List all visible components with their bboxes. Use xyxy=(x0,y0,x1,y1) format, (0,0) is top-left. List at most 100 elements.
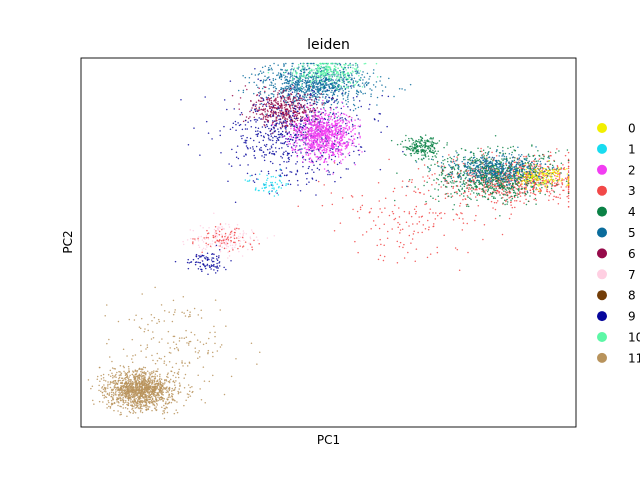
scatter-point xyxy=(283,120,285,122)
scatter-point xyxy=(264,79,267,82)
scatter-point xyxy=(320,136,322,138)
scatter-point xyxy=(311,88,313,91)
scatter-point xyxy=(469,193,472,195)
scatter-point xyxy=(252,180,255,182)
scatter-point xyxy=(267,71,270,74)
scatter-point xyxy=(318,148,321,150)
scatter-point xyxy=(304,95,306,97)
scatter-point xyxy=(310,131,313,133)
scatter-point xyxy=(486,157,488,160)
scatter-point xyxy=(332,87,334,89)
scatter-point xyxy=(539,160,542,163)
scatter-point xyxy=(293,144,295,147)
scatter-point xyxy=(261,72,263,75)
scatter-point xyxy=(531,167,533,170)
scatter-point xyxy=(281,68,284,71)
scatter-point xyxy=(317,120,319,123)
scatter-point xyxy=(536,162,539,165)
scatter-point xyxy=(567,165,570,168)
scatter-point xyxy=(299,190,302,192)
scatter-point xyxy=(355,92,358,95)
scatter-point xyxy=(300,72,302,75)
scatter-point xyxy=(516,177,518,179)
scatter-point xyxy=(265,132,267,135)
scatter-point xyxy=(311,133,313,135)
scatter-point xyxy=(320,71,323,73)
scatter-point xyxy=(321,120,324,122)
scatter-point xyxy=(266,113,268,115)
scatter-point xyxy=(322,127,325,130)
scatter-point xyxy=(254,67,256,70)
scatter-point xyxy=(296,152,298,154)
scatter-point xyxy=(310,69,313,72)
scatter-point xyxy=(298,81,301,84)
scatter-point xyxy=(456,158,459,160)
scatter-point xyxy=(351,117,353,119)
scatter-point xyxy=(309,76,311,78)
scatter-point xyxy=(328,156,331,159)
scatter-point xyxy=(325,84,328,86)
scatter-point xyxy=(456,152,458,154)
scatter-point xyxy=(560,172,562,174)
scatter-point xyxy=(334,62,336,65)
scatter-point xyxy=(322,142,324,145)
scatter-point xyxy=(393,199,396,202)
scatter-point xyxy=(514,156,516,159)
scatter-point xyxy=(347,93,350,95)
scatter-point xyxy=(285,128,287,130)
scatter-point xyxy=(342,134,345,136)
scatter-point xyxy=(388,77,390,80)
scatter-point xyxy=(456,163,458,166)
scatter-point xyxy=(255,145,258,148)
scatter-point xyxy=(298,90,301,92)
scatter-point xyxy=(379,168,382,171)
scatter-point xyxy=(238,108,240,110)
scatter-point xyxy=(299,79,302,82)
scatter-point xyxy=(466,184,468,187)
scatter-point xyxy=(512,191,515,194)
scatter-point xyxy=(308,93,311,96)
scatter-point xyxy=(336,87,338,89)
scatter-point xyxy=(363,86,366,88)
scatter-point xyxy=(320,76,323,79)
scatter-point xyxy=(294,137,297,140)
scatter-point xyxy=(284,108,287,111)
scatter-point xyxy=(327,117,330,119)
scatter-point xyxy=(355,145,357,148)
scatter-point xyxy=(318,129,321,132)
scatter-point xyxy=(494,197,496,199)
scatter-point xyxy=(255,121,257,123)
scatter-point xyxy=(282,122,285,124)
scatter-point xyxy=(350,119,353,121)
scatter-point xyxy=(290,135,293,137)
scatter-point xyxy=(316,74,318,77)
scatter-point xyxy=(518,186,520,188)
scatter-point xyxy=(451,170,454,173)
scatter-point xyxy=(328,129,330,132)
scatter-point xyxy=(285,130,287,132)
scatter-point xyxy=(291,121,294,123)
scatter-point xyxy=(292,136,295,139)
scatter-point xyxy=(326,63,329,65)
scatter-point xyxy=(288,90,290,93)
scatter-point xyxy=(333,101,335,104)
scatter-point xyxy=(351,140,354,142)
scatter-point xyxy=(477,204,480,207)
scatter-point xyxy=(440,180,443,183)
scatter-point xyxy=(341,92,344,94)
scatter-point xyxy=(318,67,321,70)
scatter-point xyxy=(435,182,438,184)
scatter-point xyxy=(514,199,516,202)
scatter-point xyxy=(319,163,321,166)
scatter-point xyxy=(280,132,282,135)
scatter-point xyxy=(254,108,256,111)
scatter-point xyxy=(461,183,463,186)
scatter-point xyxy=(455,185,458,187)
scatter-point xyxy=(467,190,470,193)
scatter-point xyxy=(290,124,292,126)
scatter-point xyxy=(322,134,324,136)
scatter-point xyxy=(311,81,314,84)
scatter-point xyxy=(446,157,449,160)
scatter-point xyxy=(491,160,494,162)
scatter-point xyxy=(335,130,338,133)
